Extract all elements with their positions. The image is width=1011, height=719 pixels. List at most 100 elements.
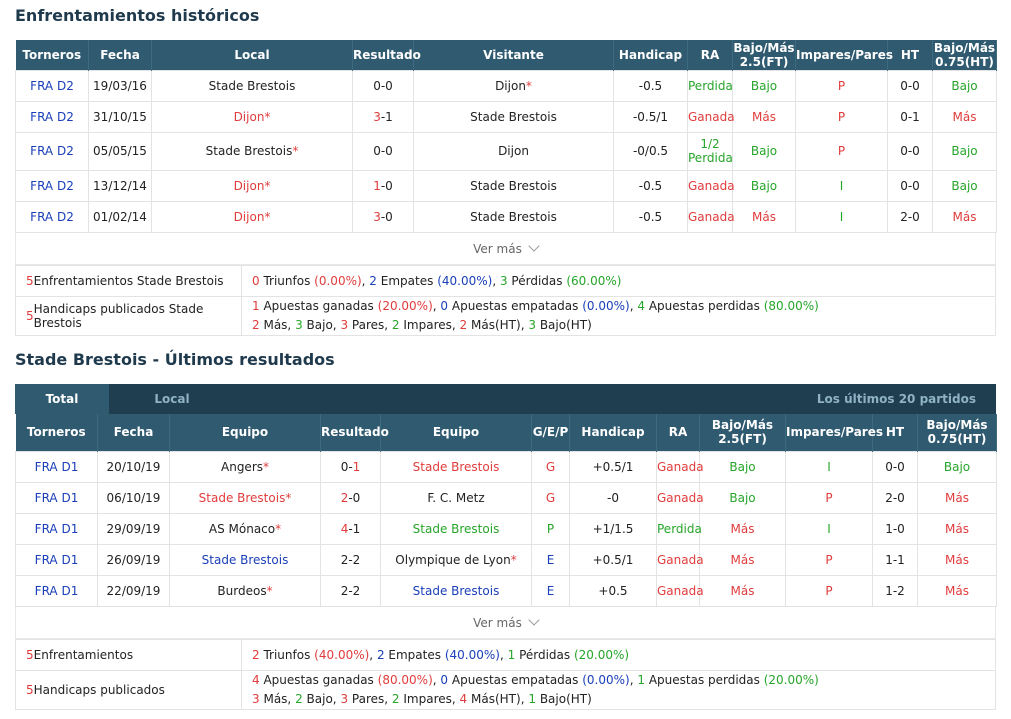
stat-percent: (40.00%): [437, 273, 493, 288]
summary-title: Handicaps publicados Stade Brestois: [33, 302, 204, 330]
last-matches-note: Los últimos 20 partidos: [816, 392, 976, 406]
match-row: FRA D1 29/09/19 AS Mónaco* 4-1 Stade Brestoi…: [15, 512, 997, 545]
home-team-cell[interactable]: Stade Brestois*: [169, 481, 321, 514]
stat-count: 2: [391, 692, 400, 706]
match-row: FRA D2 01/02/14 Dijon* 3-0 Stade Brestois -0.…: [15, 200, 997, 233]
league-cell[interactable]: FRA D1: [15, 450, 98, 483]
away-team-cell[interactable]: Stade Brestois: [380, 574, 532, 607]
ra-cell: Ganada: [656, 574, 704, 607]
ou-value: Bajo: [750, 144, 778, 158]
ra-cell: Perdida: [687, 69, 733, 102]
ht-score: 0-0: [900, 78, 920, 93]
stat-count: 1: [252, 299, 260, 313]
ou-cell: Bajo: [699, 450, 786, 483]
odd-even-value: I: [827, 459, 831, 474]
league-cell[interactable]: FRA D2: [15, 100, 89, 133]
league-cell[interactable]: FRA D2: [15, 169, 89, 202]
league-cell[interactable]: FRA D1: [15, 512, 98, 545]
score-cell[interactable]: 3-0: [352, 200, 414, 233]
score-cell[interactable]: 2-0: [320, 481, 381, 514]
score-cell[interactable]: 1-0: [352, 169, 414, 202]
team-name: Angers: [221, 459, 263, 474]
away-team-cell[interactable]: F. C. Metz: [380, 481, 532, 514]
team-name: Stade Brestois: [198, 490, 286, 505]
ou-value: Bajo: [750, 178, 778, 193]
stat-percent: (40.00%): [314, 647, 370, 662]
away-team-cell[interactable]: Stade Brestois: [380, 512, 532, 545]
away-team-cell[interactable]: Stade Brestois: [413, 169, 614, 202]
stat-label: Pares,: [351, 692, 389, 706]
recent-see-more-button[interactable]: Ver más: [15, 607, 996, 639]
handicap-cell: -0: [569, 481, 657, 514]
team-name: Dijon: [233, 109, 265, 124]
stat-count: 3: [252, 692, 260, 706]
score-cell[interactable]: 3-1: [352, 100, 414, 133]
score-cell[interactable]: 2-2: [320, 543, 381, 576]
handicap-value: +0.5: [598, 583, 628, 598]
away-team-cell[interactable]: Olympique de Lyon*: [380, 543, 532, 576]
home-team-cell[interactable]: Dijon*: [151, 100, 353, 133]
column-header: Torneros: [15, 414, 98, 451]
odd-even-value: P: [825, 583, 833, 598]
score-away: 0: [385, 178, 393, 193]
home-team-cell[interactable]: Dijon*: [151, 200, 353, 233]
away-team-cell[interactable]: Dijon*: [413, 69, 614, 102]
stat-count: 2: [376, 647, 385, 662]
stat-count: 2: [369, 273, 377, 288]
stat-label: Pérdidas: [519, 647, 571, 662]
date-cell: 06/10/19: [97, 481, 170, 514]
ht-cell: 0-0: [872, 450, 918, 483]
score-away: 1: [385, 109, 393, 124]
column-header: G/E/P: [531, 414, 570, 451]
league-cell[interactable]: FRA D1: [15, 574, 98, 607]
summary-row-handicaps: 5 Handicaps publicados 4 Apuestas ganadas…: [16, 671, 995, 709]
team-name: Stade Brestois: [470, 109, 557, 124]
neutral-star: *: [285, 490, 292, 505]
ou-cell: Más: [699, 512, 786, 545]
ra-cell: Ganada: [687, 169, 735, 202]
home-team-cell[interactable]: Stade Brestois: [151, 69, 353, 102]
league-cell[interactable]: FRA D1: [15, 543, 98, 576]
league-cell[interactable]: FRA D2: [15, 69, 89, 102]
league-cell[interactable]: FRA D1: [15, 481, 98, 514]
score-home: 3: [373, 209, 381, 224]
away-team-cell[interactable]: Stade Brestois: [413, 100, 614, 133]
home-team-cell[interactable]: Burdeos*: [169, 574, 321, 607]
league-link: FRA D2: [30, 109, 74, 124]
column-header: Handicap: [569, 414, 657, 451]
stat-count: 3: [340, 318, 349, 332]
stat-percent: (40.00%): [444, 647, 500, 662]
away-team-cell[interactable]: Stade Brestois: [413, 200, 614, 233]
tab-local[interactable]: Local: [154, 392, 190, 406]
away-team-cell[interactable]: Dijon: [413, 131, 614, 171]
home-team-cell[interactable]: Angers*: [169, 450, 321, 483]
home-team-cell[interactable]: AS Mónaco*: [169, 512, 321, 545]
league-cell[interactable]: FRA D2: [15, 131, 89, 171]
ou-cell: Más: [732, 100, 796, 133]
league-link: FRA D2: [30, 178, 74, 193]
h2h-see-more-button[interactable]: Ver más: [15, 233, 996, 265]
home-team-cell[interactable]: Dijon*: [151, 169, 353, 202]
stat-count: 1: [507, 647, 516, 662]
team-name: Dijon: [233, 178, 265, 193]
home-team-cell[interactable]: Stade Brestois: [169, 543, 321, 576]
score-cell[interactable]: 0-0: [352, 69, 414, 102]
h2h-header-row: Torneros Fecha Local Resultado Visitante Hand…: [15, 40, 997, 70]
tab-total[interactable]: Total: [15, 384, 109, 414]
score-cell[interactable]: 4-1: [320, 512, 381, 545]
summary-label: 5 Handicaps publicados: [16, 671, 242, 709]
ou-ht-cell: Más: [917, 481, 997, 514]
away-team-cell[interactable]: Stade Brestois: [380, 450, 532, 483]
ht-score: 2-0: [900, 209, 920, 224]
score-away: 0: [385, 209, 393, 224]
score-cell[interactable]: 0-0: [352, 131, 414, 171]
ou-ht-value: Bajo: [943, 459, 971, 474]
score-cell[interactable]: 2-2: [320, 574, 381, 607]
ht-score: 0-0: [900, 144, 920, 158]
ou-ht-value: Bajo: [951, 178, 978, 193]
league-cell[interactable]: FRA D2: [15, 200, 89, 233]
ou-cell: Bajo: [699, 481, 786, 514]
ht-cell: 1-0: [872, 512, 918, 545]
home-team-cell[interactable]: Stade Brestois*: [151, 131, 353, 171]
score-cell[interactable]: 0-1: [320, 450, 381, 483]
